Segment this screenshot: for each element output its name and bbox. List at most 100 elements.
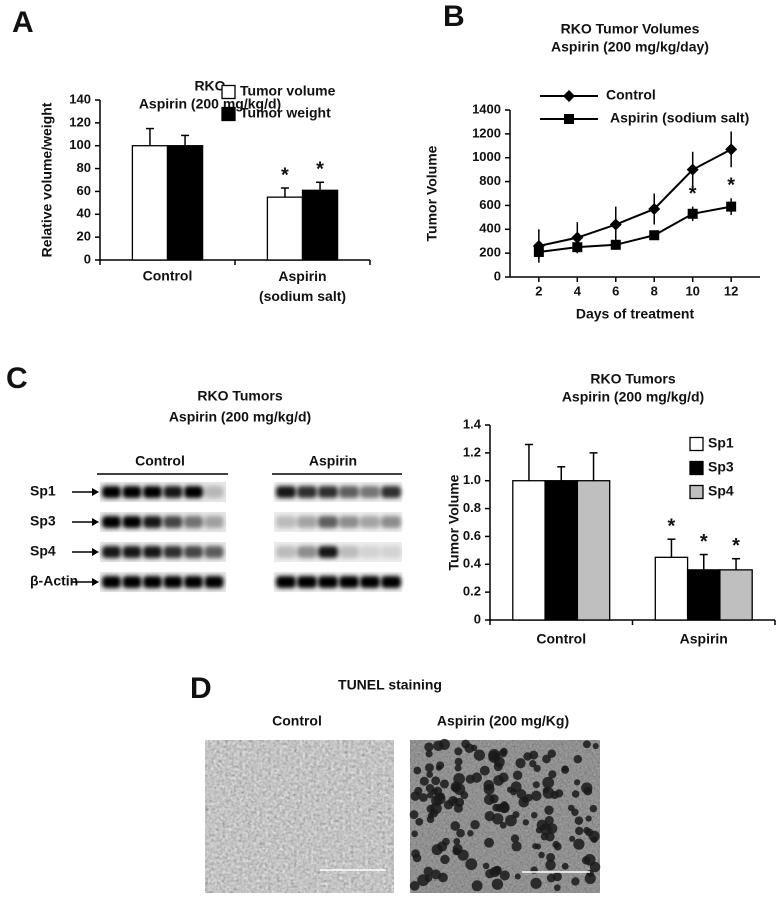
y-tick-label: 200 bbox=[479, 245, 501, 260]
cell bbox=[454, 764, 462, 772]
blot-group: Control bbox=[135, 453, 185, 469]
blot-band bbox=[381, 576, 401, 588]
cell bbox=[574, 816, 584, 825]
panel-letter: D bbox=[190, 672, 212, 705]
cell bbox=[522, 819, 529, 826]
blot-band bbox=[143, 576, 162, 588]
blot-band bbox=[122, 516, 142, 528]
marker bbox=[609, 218, 622, 231]
cell bbox=[505, 814, 517, 827]
x-tick-label: Aspirin bbox=[680, 631, 728, 647]
blot-band bbox=[360, 546, 380, 558]
blot-band bbox=[381, 516, 401, 528]
cell bbox=[454, 747, 463, 756]
y-tick-label: 0 bbox=[84, 251, 91, 266]
cell bbox=[424, 742, 434, 752]
cell bbox=[531, 811, 538, 819]
cell bbox=[544, 805, 554, 815]
cell bbox=[535, 827, 543, 834]
y-axis-label: Tumor Volume bbox=[424, 145, 440, 241]
blot-band bbox=[163, 546, 183, 558]
cell bbox=[547, 749, 556, 758]
significance: * bbox=[668, 515, 676, 537]
legend-swatch bbox=[689, 484, 704, 500]
cell bbox=[514, 873, 521, 880]
cell bbox=[546, 873, 556, 883]
blot-row-label: β-Actin bbox=[30, 573, 78, 589]
bar bbox=[576, 480, 611, 621]
cell bbox=[532, 843, 539, 850]
cell bbox=[512, 770, 523, 780]
blot-band bbox=[276, 576, 296, 588]
marker bbox=[725, 143, 738, 156]
blot-band bbox=[122, 486, 142, 498]
arrow-head bbox=[92, 578, 99, 586]
x-tick-label: 4 bbox=[574, 283, 582, 298]
y-tick-label: 0.8 bbox=[463, 500, 481, 515]
legend-label: Sp4 bbox=[708, 483, 734, 499]
blot-band bbox=[339, 516, 359, 528]
blot-band bbox=[318, 486, 338, 498]
x-tick-label: 6 bbox=[612, 283, 619, 298]
cell bbox=[511, 841, 522, 852]
cell bbox=[590, 836, 598, 843]
marker bbox=[648, 203, 661, 216]
y-tick-label: 20 bbox=[77, 229, 91, 244]
blot-band bbox=[276, 546, 296, 558]
blot-band bbox=[204, 546, 224, 558]
y-tick-label: 120 bbox=[69, 114, 91, 129]
cell bbox=[461, 739, 471, 749]
cell bbox=[530, 877, 542, 889]
tunel-image bbox=[205, 740, 394, 893]
blot-band bbox=[184, 576, 203, 588]
cell bbox=[493, 775, 504, 786]
blot-band bbox=[318, 576, 338, 588]
cell bbox=[561, 765, 570, 774]
cell bbox=[451, 797, 458, 804]
y-axis-label: Tumor Volume bbox=[446, 474, 462, 570]
cell bbox=[488, 749, 501, 761]
cell bbox=[437, 792, 445, 800]
cell bbox=[554, 789, 564, 798]
cell bbox=[575, 826, 584, 836]
x-axis-label: Days of treatment bbox=[576, 306, 695, 322]
line bbox=[538, 148, 732, 247]
significance: * bbox=[727, 175, 735, 197]
cell bbox=[542, 776, 555, 789]
y-tick-label: 0.2 bbox=[463, 584, 481, 599]
cell bbox=[431, 844, 443, 856]
cell bbox=[573, 838, 585, 850]
blot-band bbox=[381, 546, 401, 558]
cell bbox=[571, 790, 580, 798]
tunel-title: TUNEL staining bbox=[338, 677, 442, 693]
blot-band bbox=[102, 576, 121, 588]
panel-letter: B bbox=[443, 0, 465, 33]
blot-band bbox=[318, 546, 338, 558]
significance: * bbox=[732, 535, 740, 557]
y-tick-label: 1.0 bbox=[463, 472, 481, 487]
blot-title: Aspirin (200 mg/kg/d) bbox=[169, 409, 311, 425]
blot-band bbox=[297, 516, 317, 528]
blot-band bbox=[143, 486, 162, 498]
chart-title: Aspirin (200 mg/kg/day) bbox=[551, 39, 709, 55]
cell bbox=[571, 877, 580, 886]
y-tick-label: 1400 bbox=[472, 101, 501, 116]
cell bbox=[427, 812, 434, 819]
bar bbox=[266, 196, 304, 261]
cell bbox=[479, 765, 490, 776]
blot-band bbox=[122, 546, 142, 558]
y-tick-label: 0.6 bbox=[463, 528, 481, 543]
cell bbox=[436, 761, 445, 770]
y-tick-label: 400 bbox=[479, 221, 501, 236]
blot-band bbox=[122, 576, 142, 588]
blot-band bbox=[184, 486, 203, 498]
marker bbox=[686, 163, 699, 176]
image-label: Aspirin (200 mg/Kg) bbox=[437, 713, 569, 729]
legend-marker bbox=[564, 114, 574, 124]
bar bbox=[166, 145, 204, 261]
legend-label: Tumor volume bbox=[240, 83, 336, 99]
cell bbox=[426, 804, 435, 814]
cell bbox=[411, 830, 418, 838]
cell bbox=[423, 866, 434, 877]
